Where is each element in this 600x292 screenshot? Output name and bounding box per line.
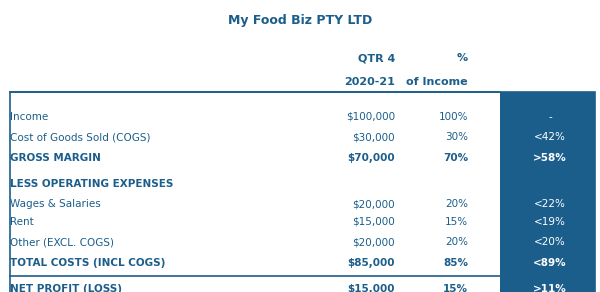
Text: Rent: Rent	[10, 217, 34, 227]
Text: 15%: 15%	[443, 284, 468, 292]
Text: Wages & Salaries: Wages & Salaries	[10, 199, 101, 209]
Text: <19%: <19%	[534, 217, 566, 227]
Text: of Income: of Income	[406, 77, 468, 87]
Text: 70%: 70%	[443, 153, 468, 163]
Text: $15,000: $15,000	[352, 217, 395, 227]
Text: 85%: 85%	[443, 258, 468, 268]
Text: <20%: <20%	[534, 237, 566, 247]
Text: 100%: 100%	[439, 112, 468, 122]
Text: 20%: 20%	[445, 237, 468, 247]
Text: NET PROFIT (LOSS): NET PROFIT (LOSS)	[10, 284, 122, 292]
Text: 2020-21: 2020-21	[344, 77, 395, 87]
Text: <22%: <22%	[534, 199, 566, 209]
Text: -: -	[548, 112, 552, 122]
Bar	[500, 92, 595, 292]
Text: TOTAL COSTS (INCL COGS): TOTAL COSTS (INCL COGS)	[10, 258, 166, 268]
Text: 20%: 20%	[445, 199, 468, 209]
Text: $85,000: $85,000	[347, 258, 395, 268]
Text: $15,000: $15,000	[347, 284, 395, 292]
Text: <89%: <89%	[533, 258, 567, 268]
Text: 15%: 15%	[445, 217, 468, 227]
Text: My Food Biz PTY LTD: My Food Biz PTY LTD	[228, 14, 372, 27]
Text: >11%: >11%	[533, 284, 567, 292]
Text: LESS OPERATING EXPENSES: LESS OPERATING EXPENSES	[10, 179, 173, 189]
Text: >58%: >58%	[533, 153, 567, 163]
Text: Benchmark: Benchmark	[515, 65, 585, 75]
Text: Cost of Goods Sold (COGS): Cost of Goods Sold (COGS)	[10, 132, 151, 142]
Text: 30%: 30%	[445, 132, 468, 142]
Text: <42%: <42%	[534, 132, 566, 142]
Text: $20,000: $20,000	[352, 237, 395, 247]
Text: $100,000: $100,000	[346, 112, 395, 122]
Text: Other (EXCL. COGS): Other (EXCL. COGS)	[10, 237, 114, 247]
Text: GROSS MARGIN: GROSS MARGIN	[10, 153, 101, 163]
Bar	[10, 92, 595, 292]
Text: $20,000: $20,000	[352, 199, 395, 209]
Text: %: %	[457, 53, 468, 63]
Text: $70,000: $70,000	[347, 153, 395, 163]
Text: QTR 4: QTR 4	[358, 53, 395, 63]
Text: $30,000: $30,000	[352, 132, 395, 142]
Text: Income: Income	[10, 112, 48, 122]
